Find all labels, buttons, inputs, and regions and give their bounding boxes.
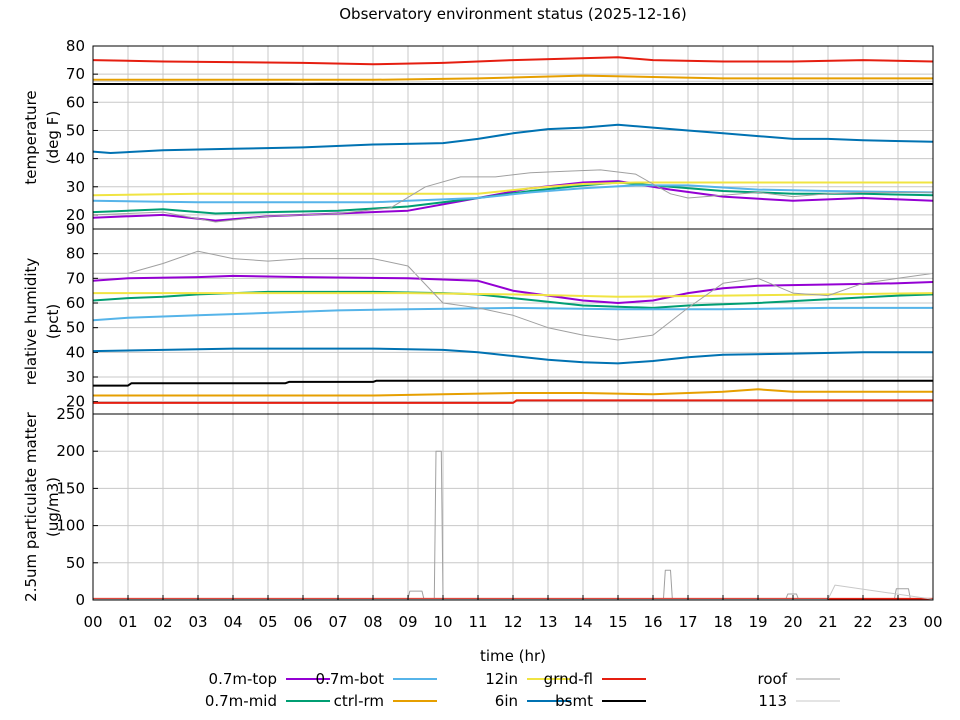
- series-line-bsmt: [93, 379, 933, 387]
- y-tick-label: 80: [66, 37, 85, 55]
- series-line-113: [92, 80, 933, 84]
- x-tick-label: 15: [608, 613, 627, 631]
- series-line-113: [93, 584, 934, 600]
- x-tick-label: 01: [118, 613, 137, 631]
- legend-item-0.7m-mid: 0.7m-mid: [205, 692, 330, 710]
- series-line-grnd-fl: [92, 56, 934, 66]
- x-tick-label: 02: [153, 613, 172, 631]
- y-tick-label: 200: [56, 442, 85, 460]
- legend-label: grnd-fl: [544, 670, 593, 688]
- x-axis: 00 01 02 03 04 05 06 07 08 09 10 11 12 13 14 15 16 17 18 19…: [83, 595, 943, 631]
- x-tick-label: 18: [713, 613, 732, 631]
- series-line-6in: [92, 123, 934, 154]
- series-line-0.7m-mid: [92, 181, 934, 215]
- y-tick-label: 50: [66, 554, 85, 572]
- x-tick-label: 04: [223, 613, 242, 631]
- y-tick-label: 40: [66, 150, 85, 168]
- x-tick-label: 14: [573, 613, 592, 631]
- series-line-12in: [92, 181, 933, 197]
- legend-item-ctrl-rm: ctrl-rm: [334, 692, 437, 710]
- legend-item-0.7m-top: 0.7m-top: [209, 670, 330, 688]
- y-axis-label: 2.5um particulate matter (ug/m3): [22, 411, 62, 601]
- x-tick-label: 17: [678, 613, 697, 631]
- x-tick-label: 21: [818, 613, 837, 631]
- x-tick-label: 23: [888, 613, 907, 631]
- x-tick-label: 00: [83, 613, 102, 631]
- y-tick-label: 30: [66, 368, 85, 386]
- chart-legend: 0.7m-top 0.7m-mid 0.7m-bot ctrl-rm 12in 6in gr…: [205, 670, 840, 710]
- y-tick-label: 30: [66, 178, 85, 196]
- series-line-ctrl-rm: [93, 388, 933, 397]
- y-tick-label: 0: [75, 591, 85, 609]
- legend-label: roof: [758, 670, 788, 688]
- legend-item-6in: 6in: [495, 692, 571, 710]
- series-line-0.7m-bot: [92, 306, 933, 322]
- y-axis-label: temperature (deg F): [22, 90, 62, 184]
- y-tick-label: 40: [66, 343, 85, 361]
- x-tick-label: 09: [398, 613, 417, 631]
- y-tick-label: 80: [66, 245, 85, 263]
- x-tick-label: 20: [783, 613, 802, 631]
- legend-label: 12in: [485, 670, 518, 688]
- x-tick-label: 10: [433, 613, 452, 631]
- legend-label: ctrl-rm: [334, 692, 384, 710]
- y-tick-label: 20: [66, 393, 85, 411]
- y-tick-label: 50: [66, 319, 85, 337]
- x-tick-label: 07: [328, 613, 347, 631]
- y-tick-label: 70: [66, 65, 85, 83]
- legend-label: 0.7m-bot: [316, 670, 385, 688]
- legend-label: bsmt: [555, 692, 593, 710]
- series-line-6in: [92, 347, 933, 365]
- legend-label: 6in: [495, 692, 518, 710]
- x-tick-label: 12: [503, 613, 522, 631]
- x-tick-label: 05: [258, 613, 277, 631]
- y-tick-label: 150: [56, 479, 85, 497]
- legend-item-12in: 12in: [485, 670, 571, 688]
- y-tick-label: 20: [66, 206, 85, 224]
- x-tick-label: 08: [363, 613, 382, 631]
- x-tick-label: 03: [188, 613, 207, 631]
- series-line-grnd-fl: [93, 399, 933, 404]
- x-tick-label: 00: [923, 613, 942, 631]
- series-line-roof: [92, 169, 933, 223]
- y-tick-label: 100: [56, 517, 85, 535]
- series-line-roof: [93, 250, 934, 341]
- chart-panels: 20 30 40 50 60 70 80 temperature (deg F) 20 30 40 50…: [22, 37, 943, 631]
- legend-label: 0.7m-top: [209, 670, 277, 688]
- x-tick-label: 22: [853, 613, 872, 631]
- series-line-0.7m-top: [92, 274, 934, 304]
- x-axis-label: time (hr): [480, 647, 546, 665]
- x-tick-label: 06: [293, 613, 312, 631]
- y-tick-label: 70: [66, 269, 85, 287]
- y-tick-label: 50: [66, 121, 85, 139]
- y-tick-label: 60: [66, 294, 85, 312]
- legend-item-0.7m-bot: 0.7m-bot: [316, 670, 437, 688]
- y-axis-label: relative humidity (pct): [22, 258, 62, 386]
- series-line-0.7m-bot: [92, 184, 934, 204]
- legend-item-grnd-fl: grnd-fl: [544, 670, 646, 688]
- x-tick-label: 11: [468, 613, 487, 631]
- panel-2: 20 30 40 50 60 70 80 90 relative humidity (pct): [22, 220, 934, 415]
- x-tick-label: 13: [538, 613, 557, 631]
- legend-label: 113: [758, 692, 787, 710]
- legend-item-113: 113: [758, 692, 840, 710]
- legend-item-roof: roof: [758, 670, 840, 688]
- legend-item-bsmt: bsmt: [555, 692, 646, 710]
- y-tick-label: 60: [66, 93, 85, 111]
- panel-1: 20 30 40 50 60 70 80 temperature (deg F): [22, 37, 934, 230]
- x-tick-label: 19: [748, 613, 767, 631]
- x-tick-label: 16: [643, 613, 662, 631]
- series-line-0.7m-mid: [92, 290, 934, 309]
- y-tick-label: 250: [56, 405, 85, 423]
- series-line-ctrl-rm: [93, 74, 933, 81]
- y-tick-label: 90: [66, 220, 85, 238]
- legend-label: 0.7m-mid: [205, 692, 277, 710]
- series-line-12in: [93, 292, 934, 298]
- chart-title: Observatory environment status (2025-12-…: [339, 5, 687, 23]
